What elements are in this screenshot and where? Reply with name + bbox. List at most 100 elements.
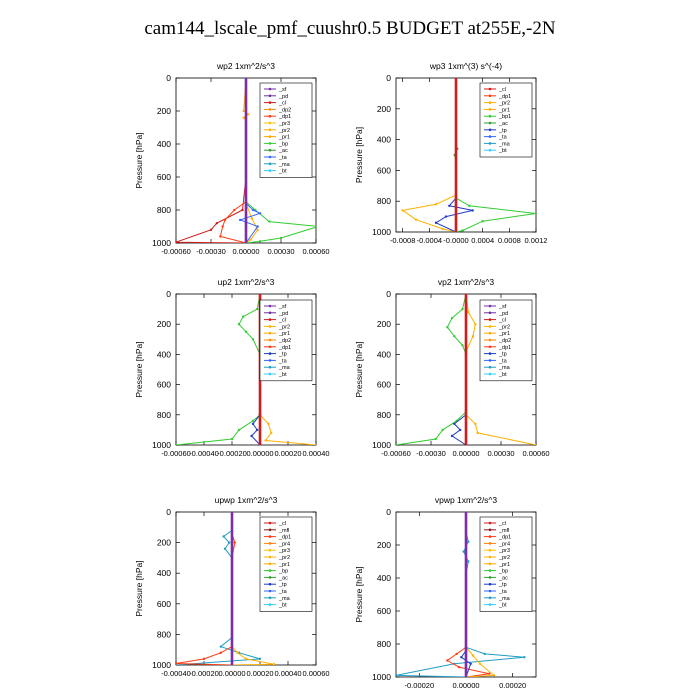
legend-label: _mfl [278, 528, 289, 534]
legend-label: _dp1 [278, 345, 291, 351]
data-point [468, 204, 471, 208]
legend-marker [268, 582, 272, 586]
legend-marker [268, 576, 272, 579]
chart-title: wp3 1xm^(3) s^(-4) [429, 61, 502, 71]
legend-label: _ma [278, 365, 291, 371]
legend-marker [488, 114, 492, 118]
data-point [523, 656, 526, 659]
x-tick-label: 0.00030 [487, 449, 514, 458]
data-point [461, 307, 464, 311]
y-axis-label: Pressure [hPa] [134, 560, 144, 616]
legend-marker [268, 135, 272, 138]
legend-marker [488, 603, 492, 606]
y-tick-label: 1000 [372, 672, 391, 682]
x-tick-label: 0.00000 [246, 449, 273, 458]
legend-marker [488, 528, 492, 532]
y-tick-label: 200 [377, 540, 391, 550]
plot-frame [395, 77, 537, 233]
legend-label: _pr2 [278, 555, 290, 561]
legend-label: _bp [278, 569, 288, 575]
legend-marker [488, 562, 492, 566]
data-point [244, 657, 248, 661]
legend-label: _ta [278, 589, 288, 595]
data-point [471, 209, 474, 212]
legend-label: _pr1 [498, 107, 510, 113]
data-point [244, 78, 248, 80]
legend-label: _cl [498, 318, 506, 324]
data-point [258, 657, 262, 661]
data-point [462, 550, 465, 553]
data-point [471, 335, 475, 338]
legend-marker [268, 101, 272, 104]
legend-label: _ma [498, 596, 511, 602]
data-point [457, 665, 461, 669]
x-tick-label: 0.00020 [499, 681, 526, 690]
legend-marker [268, 365, 272, 369]
data-point [236, 651, 239, 654]
series-line-pr2 [401, 78, 457, 232]
data-point [464, 443, 468, 445]
y-tick-label: 800 [157, 629, 171, 639]
data-point [242, 109, 245, 113]
data-point [176, 240, 178, 243]
x-tick-label: 0.00060 [302, 669, 329, 678]
data-point [454, 230, 458, 232]
chart-title: wp2 1xm^2/s^3 [216, 61, 275, 71]
legend-marker [268, 535, 272, 538]
legend-label: _tp [498, 128, 507, 134]
data-point [434, 221, 438, 224]
y-tick-label: 200 [377, 319, 391, 329]
legend-label: _ac [278, 575, 288, 581]
data-point [238, 218, 242, 222]
legend-label: _pd [278, 311, 288, 317]
legend-label: _cl [498, 521, 506, 527]
data-point [467, 560, 470, 563]
data-point [450, 316, 454, 320]
page-title: cam144_lscale_pmf_cuushr0.5 BUDGET at255… [144, 18, 556, 39]
legend-marker [268, 87, 272, 91]
data-point [258, 443, 262, 445]
y-axis-label: Pressure [hPa] [134, 132, 144, 188]
chart-title: vp2 1xm^2/s^3 [438, 277, 494, 287]
y-tick-label: 1000 [152, 660, 171, 670]
data-point [469, 662, 472, 665]
legend-marker [268, 359, 272, 362]
data-point [256, 428, 259, 432]
series-line-bp [245, 78, 316, 243]
legend-label: _bp [498, 569, 508, 575]
x-tick-label: -0.00030 [196, 247, 226, 256]
y-tick-label: 200 [157, 106, 171, 116]
data-point [464, 294, 468, 296]
legend: _cl_dp1_pr2_pr1_bp1_ac_tp_ta_ma_bt [479, 82, 533, 158]
legend-label: _cl [278, 521, 286, 527]
data-point [256, 228, 259, 231]
data-point [270, 431, 273, 435]
x-tick-label: 0.0004 [471, 236, 494, 245]
series-line-dp1 [396, 294, 467, 445]
chart-panel-wp2: wp2 1xm^2/s^3 0 200 400 600 800 1000 Pressure [… [134, 61, 330, 256]
x-tick-label: 0.00040 [274, 669, 301, 678]
chart-title: up2 1xm^2/s^3 [218, 277, 275, 287]
legend-marker [488, 87, 492, 91]
legend: _cl_mfl_dp1_pr4_pr3_pr2_pr1_bp_ac_tp_ta_… [479, 516, 533, 612]
x-tick-label: 0.00060 [302, 247, 329, 256]
data-point [492, 674, 496, 677]
chart-panel-wp3: wp3 1xm^(3) s^(-4) 0 200 400 600 800 1000 Press… [354, 61, 547, 245]
x-tick-label: 0.0008 [498, 236, 521, 245]
legend-label: _tp [278, 352, 287, 358]
data-point [314, 443, 316, 445]
data-point [249, 238, 252, 241]
legend-marker [268, 311, 272, 315]
x-tick-label: -0.00020 [189, 669, 219, 678]
data-point [434, 437, 437, 441]
y-tick-label: 600 [377, 606, 391, 616]
series-group [176, 78, 316, 243]
y-tick-label: 1000 [372, 440, 391, 450]
data-point [481, 220, 484, 223]
series-group [396, 512, 526, 677]
data-point [250, 434, 253, 438]
x-tick-label: 0.00020 [274, 449, 301, 458]
y-tick-label: 800 [157, 205, 171, 215]
legend-marker [488, 325, 492, 328]
